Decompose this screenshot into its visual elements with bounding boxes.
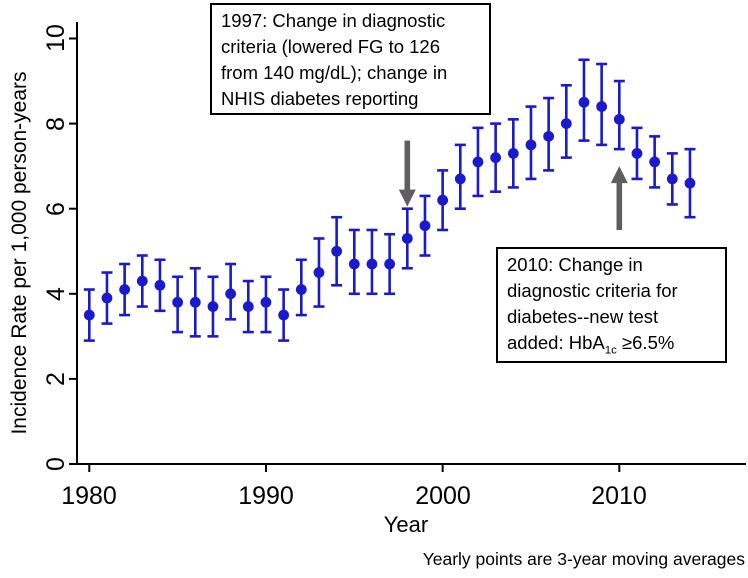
data-point — [384, 258, 396, 270]
data-point — [136, 275, 148, 287]
annotation-1997-line-1: 1997: Change in diagnostic — [221, 10, 446, 31]
data-point — [366, 258, 378, 270]
data-point — [596, 101, 608, 112]
data-point — [260, 296, 272, 308]
data-point — [578, 96, 590, 108]
x-axis-title: Year — [383, 512, 429, 537]
annotation-1997-line-2: criteria (lowered FG to 126 — [221, 36, 441, 57]
annotation-box-2010: 2010: Change in diagnostic criteria for … — [496, 247, 727, 363]
data-point — [101, 292, 113, 304]
data-point — [666, 173, 678, 185]
annotation-1997-line-4: NHIS diabetes reporting — [221, 88, 419, 109]
data-point — [684, 177, 696, 189]
data-point — [490, 152, 502, 164]
y-tick-label-8: 8 — [42, 117, 70, 131]
annotation-2010-line-1: 2010: Change in — [507, 254, 643, 275]
data-point — [207, 301, 219, 312]
data-point — [189, 296, 201, 308]
data-point — [631, 147, 643, 159]
data-point — [507, 147, 519, 159]
y-tick-label-6: 6 — [42, 202, 70, 216]
annotation-2010-line-4: added: HbA1c ≥6.5% — [507, 332, 675, 357]
annotation-box-1997: 1997: Change in diagnostic criteria (low… — [210, 3, 491, 115]
data-point — [83, 309, 95, 321]
data-point — [172, 296, 184, 308]
data-point — [225, 288, 237, 300]
x-tick-label-1990: 1990 — [238, 482, 294, 510]
annotation-1997-line-3: from 140 mg/dL); change in — [221, 62, 448, 83]
y-tick-label-0: 0 — [42, 457, 70, 471]
y-axis-title: Incidence Rate per 1,000 person-years — [8, 71, 31, 435]
annotation-2010-line-3: diabetes--new test — [507, 306, 659, 327]
y-tick-label-2: 2 — [42, 372, 70, 386]
data-point — [472, 156, 484, 168]
footnote: Yearly points are 3-year moving averages — [422, 549, 745, 569]
data-point — [613, 113, 625, 125]
data-point — [437, 194, 449, 206]
data-point — [154, 279, 166, 291]
data-point — [560, 118, 572, 129]
y-tick-label-4: 4 — [42, 287, 70, 301]
data-point — [419, 220, 431, 232]
data-point — [295, 284, 307, 295]
up-arrow-icon — [610, 166, 628, 230]
data-point — [278, 309, 290, 321]
x-tick-label-1980: 1980 — [61, 482, 117, 510]
hba1c-subscript: 1c — [604, 344, 617, 357]
y-tick-label-10: 10 — [42, 24, 70, 52]
data-point — [543, 130, 555, 142]
data-point — [242, 301, 254, 312]
x-tick-label-2010: 2010 — [591, 482, 647, 510]
x-tick-label-2000: 2000 — [415, 482, 471, 510]
down-arrow-icon — [398, 140, 416, 207]
data-point — [348, 258, 360, 270]
data-point — [331, 245, 343, 257]
data-point — [454, 173, 466, 185]
data-point — [649, 156, 661, 168]
data-point — [119, 284, 131, 295]
data-point — [525, 139, 537, 151]
data-point — [401, 233, 413, 244]
annotation-2010-line-2: diagnostic criteria for — [507, 280, 678, 301]
data-point — [313, 267, 325, 278]
